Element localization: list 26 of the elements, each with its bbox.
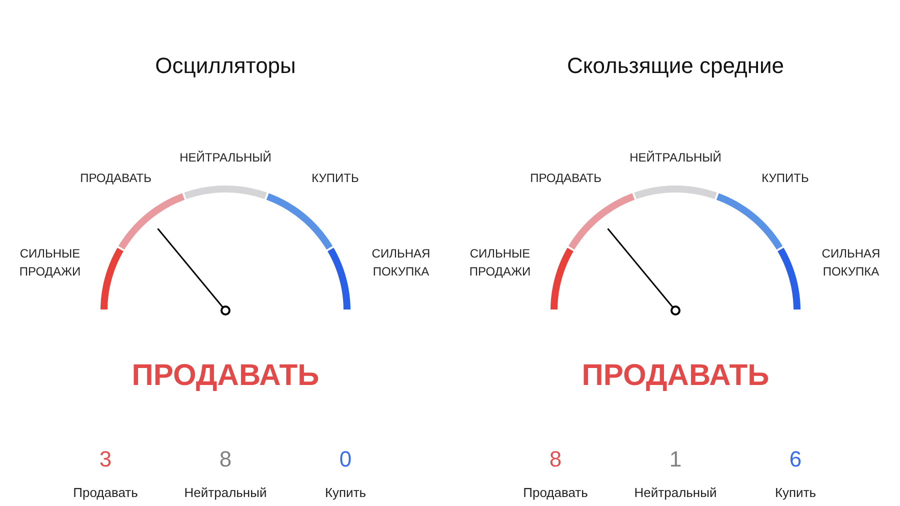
text: 8	[219, 446, 232, 472]
text: 1	[669, 446, 682, 472]
text: Нейтральный	[634, 485, 717, 500]
slice-label: СИЛЬНАЯ ПОКУПКА	[822, 246, 880, 279]
slice-label: НЕЙТРАЛЬНЫЙ	[180, 150, 272, 164]
text: Продавать	[523, 485, 588, 500]
text: 3	[99, 446, 112, 472]
text: Купить	[324, 485, 366, 500]
slice-label: ПРОДАВАТЬ	[80, 170, 152, 185]
text: ПРОДАВАТЬ	[582, 359, 770, 392]
slice-label: СИЛЬНЫЕ ПРОДАЖИ	[469, 246, 531, 279]
text: 8	[549, 446, 562, 472]
text: 6	[789, 446, 802, 472]
text: Продавать	[73, 485, 138, 500]
slice-label: СИЛЬНАЯ ПОКУПКА	[372, 246, 430, 279]
text: Купить	[774, 485, 816, 500]
slice-label: КУПИТЬ	[312, 170, 359, 185]
chart-title: Осцилляторы	[155, 53, 296, 78]
text: 0	[339, 446, 352, 472]
slice-label: НЕЙТРАЛЬНЫЙ	[630, 150, 722, 164]
slice-label: ПРОДАВАТЬ	[530, 170, 602, 185]
slice-label: КУПИТЬ	[762, 170, 809, 185]
slice-label: СИЛЬНЫЕ ПРОДАЖИ	[19, 246, 81, 279]
text: ПРОДАВАТЬ	[132, 359, 320, 392]
chart-title: Скользящие средние	[566, 53, 784, 78]
text: Нейтральный	[184, 485, 267, 500]
